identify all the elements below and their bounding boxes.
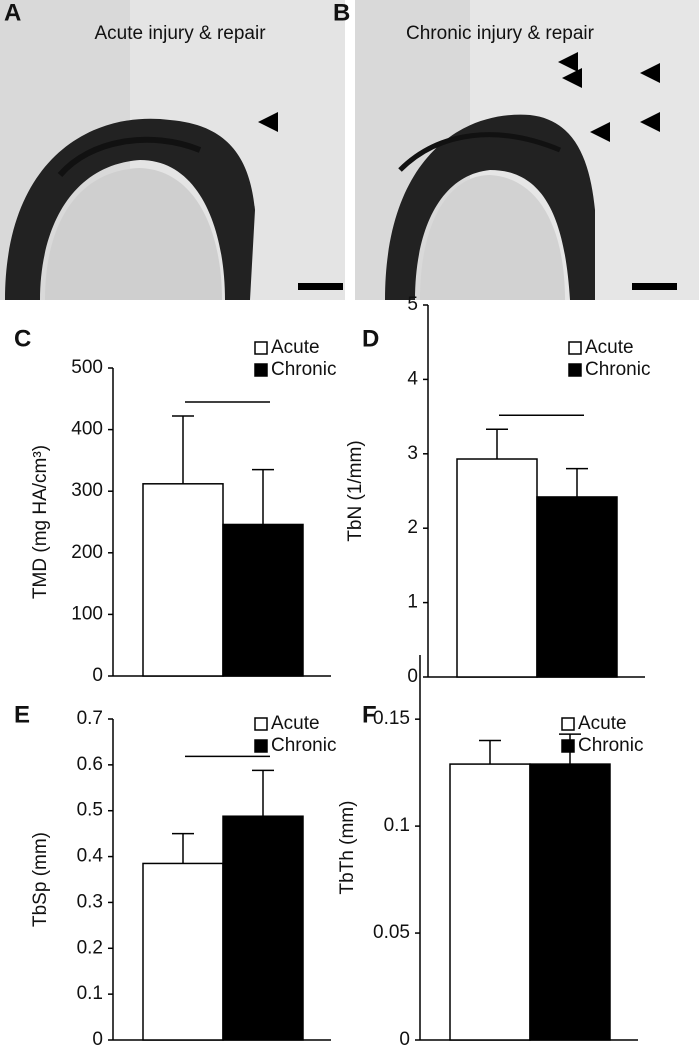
bar bbox=[449, 763, 531, 1041]
micro-ct-acute bbox=[0, 0, 345, 300]
y-axis-label: TMD (mg HA/cm³) bbox=[30, 445, 51, 599]
y-tick-label: 4 bbox=[407, 368, 418, 389]
bar bbox=[142, 862, 224, 1041]
panel-label: D bbox=[362, 325, 379, 352]
legend-swatch bbox=[254, 717, 268, 731]
y-tick-label: 0.7 bbox=[77, 708, 103, 729]
image-title: Chronic injury & repair bbox=[406, 23, 595, 44]
y-tick-label: 0.1 bbox=[384, 815, 410, 836]
y-tick-label: 0 bbox=[399, 1029, 410, 1050]
y-tick-label: 400 bbox=[71, 419, 103, 440]
y-tick-label: 0.5 bbox=[77, 800, 103, 821]
legend-label: Acute bbox=[578, 713, 627, 734]
legend-swatch bbox=[568, 341, 582, 355]
y-tick-label: 0.15 bbox=[373, 708, 410, 729]
micro-ct-chronic bbox=[355, 0, 699, 300]
bar bbox=[222, 523, 304, 677]
legend-label: Chronic bbox=[585, 359, 650, 380]
legend-swatch bbox=[254, 363, 268, 377]
y-tick-label: 2 bbox=[407, 517, 418, 538]
legend-label: Acute bbox=[271, 337, 320, 358]
y-tick-label: 300 bbox=[71, 480, 103, 501]
legend-swatch bbox=[561, 717, 575, 731]
legend-label: Acute bbox=[585, 337, 634, 358]
y-tick-label: 0.05 bbox=[373, 922, 410, 943]
bar bbox=[222, 815, 304, 1041]
panel-label: F bbox=[362, 701, 377, 728]
panel-label: B bbox=[333, 0, 350, 26]
y-tick-label: 1 bbox=[407, 592, 418, 613]
legend-label: Chronic bbox=[271, 735, 336, 756]
legend-label: Chronic bbox=[271, 359, 336, 380]
y-axis-label: TbSp (mm) bbox=[30, 832, 51, 927]
bar bbox=[142, 483, 224, 677]
bar bbox=[456, 458, 538, 678]
y-tick-label: 0 bbox=[92, 1029, 103, 1050]
bar bbox=[529, 763, 611, 1041]
image-title: Acute injury & repair bbox=[94, 23, 266, 44]
legend-swatch bbox=[568, 363, 582, 377]
y-tick-label: 0.2 bbox=[77, 937, 103, 958]
legend-swatch bbox=[561, 739, 575, 753]
y-tick-label: 0.1 bbox=[77, 983, 103, 1004]
legend-swatch bbox=[254, 341, 268, 355]
legend-label: Chronic bbox=[578, 735, 643, 756]
y-tick-label: 500 bbox=[71, 357, 103, 378]
y-tick-label: 5 bbox=[407, 294, 418, 315]
y-tick-label: 0 bbox=[92, 665, 103, 686]
panel-label: E bbox=[14, 701, 30, 728]
y-axis-label: TbN (1/mm) bbox=[345, 440, 366, 541]
panel-label: C bbox=[14, 325, 31, 352]
y-tick-label: 0.6 bbox=[77, 754, 103, 775]
y-axis-label: TbTh (mm) bbox=[337, 801, 358, 895]
panel-label: A bbox=[4, 0, 21, 26]
y-tick-label: 200 bbox=[71, 542, 103, 563]
legend-swatch bbox=[254, 739, 268, 753]
bar bbox=[536, 496, 618, 678]
y-tick-label: 0.3 bbox=[77, 891, 103, 912]
y-tick-label: 100 bbox=[71, 603, 103, 624]
y-tick-label: 0.4 bbox=[77, 846, 104, 867]
legend-label: Acute bbox=[271, 713, 320, 734]
y-tick-label: 0 bbox=[407, 666, 418, 687]
y-tick-label: 3 bbox=[407, 443, 418, 464]
